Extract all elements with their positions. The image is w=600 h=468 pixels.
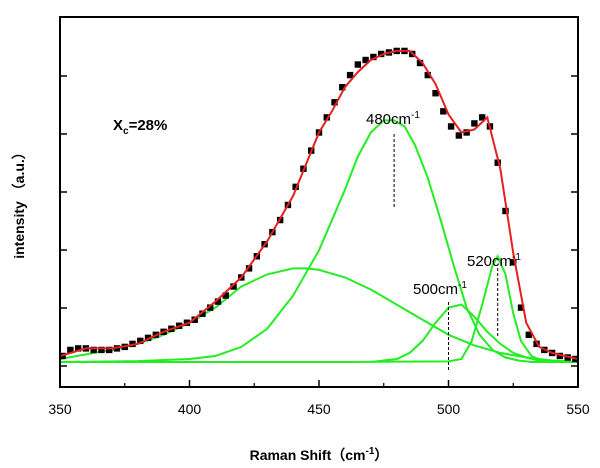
- data-point: [463, 129, 470, 136]
- data-point: [230, 283, 237, 290]
- plot-area: [60, 47, 578, 363]
- data-point: [331, 99, 338, 106]
- data-point: [416, 59, 424, 67]
- series-line-component-480: [60, 119, 578, 363]
- annotation-crystallinity: Xc=28%: [113, 117, 167, 137]
- data-point: [447, 123, 455, 130]
- data-point: [199, 310, 206, 317]
- data-point: [525, 331, 532, 339]
- series-line-component-520: [60, 254, 578, 363]
- data-point: [90, 346, 97, 354]
- data-point: [517, 304, 525, 311]
- data-point: [478, 114, 486, 121]
- data-point: [377, 50, 385, 58]
- x-tick-label: 400: [178, 401, 202, 417]
- x-tick-label: 450: [307, 401, 331, 417]
- data-point: [471, 120, 478, 127]
- data-point: [424, 71, 431, 79]
- series-line-component-500: [370, 303, 578, 363]
- series-line-component-amorphous: [60, 267, 578, 363]
- x-tick-label: 550: [566, 401, 590, 417]
- data-point: [440, 108, 447, 115]
- y-axis-title: intensity （a.u.）: [11, 145, 27, 259]
- data-point: [207, 304, 214, 311]
- annotation-peak-480: 480cm-1: [366, 110, 420, 128]
- series-line-fit: [60, 49, 578, 360]
- data-point: [144, 334, 152, 342]
- data-point: [292, 183, 299, 191]
- data-point: [362, 56, 369, 64]
- data-point: [67, 346, 74, 354]
- data-point: [494, 159, 501, 166]
- annotation-peak-500: 500cm-1: [413, 280, 467, 298]
- x-axis-title: Raman Shift（cm-1）: [250, 446, 389, 463]
- data-point: [354, 61, 362, 68]
- x-tick-label: 350: [48, 401, 72, 417]
- series-group: [60, 47, 578, 363]
- plot-frame: [59, 16, 579, 388]
- data-point: [510, 259, 517, 266]
- data-point: [432, 90, 439, 97]
- x-tick-label: 500: [437, 401, 461, 417]
- data-point: [502, 207, 509, 215]
- data-point: [137, 337, 144, 345]
- data-point: [106, 346, 113, 354]
- data-point: [98, 346, 105, 354]
- data-point: [346, 71, 354, 79]
- data-point: [339, 83, 346, 91]
- data-point: [455, 132, 463, 139]
- data-point: [74, 345, 82, 352]
- data-point: [214, 298, 222, 305]
- data-point: [222, 292, 229, 299]
- data-point: [370, 53, 377, 61]
- axes: 350 400 450 500 550 Raman Shift（cm-1） intensit…: [11, 16, 590, 463]
- data-point: [245, 265, 253, 272]
- data-point: [556, 352, 564, 360]
- data-point: [323, 114, 330, 121]
- annotation-peak-520: 520cm-1: [467, 252, 521, 270]
